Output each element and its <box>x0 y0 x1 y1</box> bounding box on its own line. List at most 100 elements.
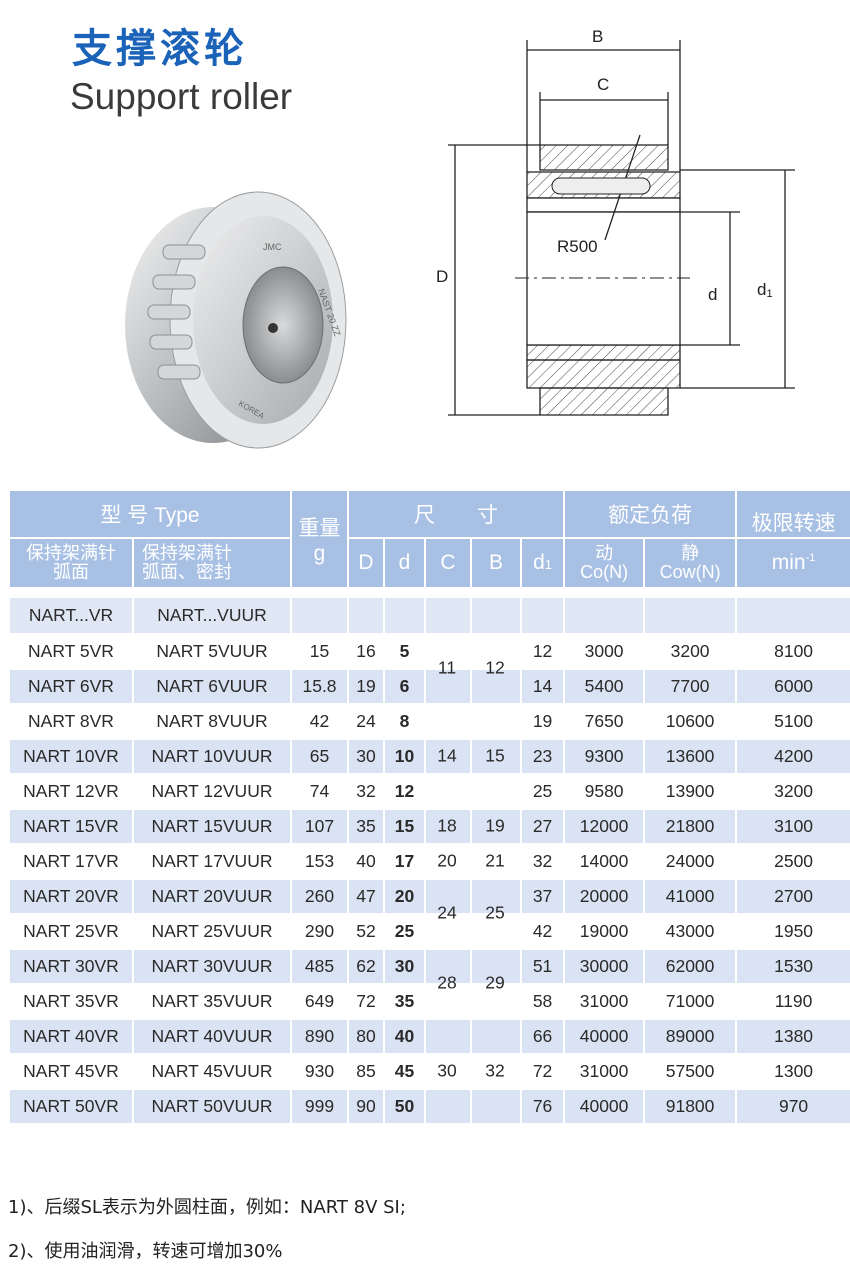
cell-cow: 10600 <box>643 703 738 740</box>
page-title-en: Support roller <box>70 76 293 117</box>
cell-d: 30 <box>383 948 427 985</box>
cell-C <box>424 773 473 810</box>
cell-co: 9300 <box>563 738 646 775</box>
cell-b: NART 6VUUR <box>131 668 293 705</box>
header-type-a: 保持架满针 弧面 <box>8 537 134 589</box>
cell-d1: 12 <box>520 633 566 670</box>
cell-cow: 13600 <box>643 738 738 775</box>
cell-w: 260 <box>290 878 350 915</box>
spec-table: 型 号 Type 重量 g 尺 寸 额定负荷 极限转速 保持架满针 弧面 保持架满针… <box>7 489 850 1125</box>
table-row: NART 40VR NART 40VUUR 890 80 40 66 40000 89000 1… <box>8 1018 850 1055</box>
cell-a: NART 8VR <box>8 703 134 740</box>
cell-co: 7650 <box>563 703 646 740</box>
cell-cow: 3200 <box>643 633 738 670</box>
cell-n: 2700 <box>735 878 850 915</box>
cell-b: NART 5VUUR <box>131 633 293 670</box>
label-d: d <box>708 285 717 304</box>
merged-cell-C: 20 <box>437 850 457 870</box>
table-row: NART 15VR NART 15VUUR 107 35 15 27 12000 21800 3… <box>8 808 850 845</box>
cell-a: NART 40VR <box>8 1018 134 1055</box>
header-d: d <box>383 537 427 589</box>
label-d1: d1 <box>757 280 773 300</box>
cell-B <box>470 983 523 1020</box>
cell-cow: 62000 <box>643 948 738 985</box>
cell-C <box>424 913 473 950</box>
cell-B <box>470 913 523 950</box>
cell-d: 12 <box>383 773 427 810</box>
header-B: B <box>470 537 523 589</box>
merged-cell-C: 30 <box>437 1060 457 1080</box>
cell-a: NART 45VR <box>8 1053 134 1090</box>
table-row: NART 30VR NART 30VUUR 485 62 30 51 30000 62000 1… <box>8 948 850 985</box>
cell-co: 12000 <box>563 808 646 845</box>
cell-cow: 41000 <box>643 878 738 915</box>
cell-D: 80 <box>347 1018 386 1055</box>
cell-cow: 57500 <box>643 1053 738 1090</box>
merged-cell-B: 12 <box>485 657 505 678</box>
cell-C <box>424 878 473 915</box>
cell-C <box>424 633 473 670</box>
dimension-drawing: B C D d d1 R500 <box>436 27 795 416</box>
cell-n: 1190 <box>735 983 850 1020</box>
header-type-b: 保持架满针 弧面、密封 <box>131 537 293 589</box>
cell-B <box>470 738 523 775</box>
cell-a: NART 12VR <box>8 773 134 810</box>
cell-co: 31000 <box>563 983 646 1020</box>
cell-C <box>424 948 473 985</box>
cell-d1: 76 <box>520 1088 566 1125</box>
cell-D: 24 <box>347 703 386 740</box>
cell-d1: 27 <box>520 808 566 845</box>
cell-C <box>424 983 473 1020</box>
cell-w: 42 <box>290 703 350 740</box>
header-load: 额定负荷 <box>563 489 738 539</box>
table-row: NART 10VR NART 10VUUR 65 30 10 23 9300 13600 420… <box>8 738 850 775</box>
table-row: NART 6VR NART 6VUUR 15.8 19 6 14 5400 7700 6000 <box>8 668 850 705</box>
cell-B <box>470 1018 523 1055</box>
header-weight: 重量 g <box>290 489 350 589</box>
cell-b: NART 15VUUR <box>131 808 293 845</box>
header-speed: 极限转速 <box>735 489 850 539</box>
cell-C <box>424 668 473 705</box>
cell-d: 45 <box>383 1053 427 1090</box>
cell-co: 3000 <box>563 633 646 670</box>
header-dimensions: 尺 寸 <box>347 489 566 539</box>
header-dynamic-load: 动 Co(N) <box>563 537 646 589</box>
cell-co: 14000 <box>563 843 646 880</box>
cell-D: 62 <box>347 948 386 985</box>
cell-d: 15 <box>383 808 427 845</box>
cell-w: 485 <box>290 948 350 985</box>
cell-d1: 32 <box>520 843 566 880</box>
header-d1: d1 <box>520 537 566 589</box>
cell-cow: 7700 <box>643 668 738 705</box>
cell-n: 5100 <box>735 703 850 740</box>
cell-d1: 51 <box>520 948 566 985</box>
merged-cell-C: 24 <box>437 902 457 923</box>
cell-B <box>470 808 523 845</box>
table-row: NART 25VR NART 25VUUR 290 52 25 42 19000 43000 1… <box>8 913 850 950</box>
cell-d: 17 <box>383 843 427 880</box>
cell-C <box>424 1053 473 1090</box>
series-b: NART...VUUR <box>131 596 293 635</box>
cell-co: 40000 <box>563 1088 646 1125</box>
header-type: 型 号 Type <box>7 489 293 539</box>
series-a: NART...VR <box>8 596 134 635</box>
cell-C <box>424 1088 473 1125</box>
cell-n: 970 <box>735 1088 850 1125</box>
cell-D: 32 <box>347 773 386 810</box>
cell-n: 6000 <box>735 668 850 705</box>
page-title-cn: 支撑滚轮 <box>72 26 248 72</box>
cell-b: NART 20VUUR <box>131 878 293 915</box>
cell-d1: 72 <box>520 1053 566 1090</box>
cell-b: NART 25VUUR <box>131 913 293 950</box>
cell-n: 1300 <box>735 1053 850 1090</box>
table-row: NART 35VR NART 35VUUR 649 72 35 58 31000 71000 1… <box>8 983 850 1020</box>
cell-n: 3200 <box>735 773 850 810</box>
cell-B <box>470 1053 523 1090</box>
cell-D: 30 <box>347 738 386 775</box>
merged-cell-C: 14 <box>437 745 457 765</box>
cell-d1: 42 <box>520 913 566 950</box>
note-2: 2)、使用油润滑，转速可增加30% <box>8 1241 283 1262</box>
cell-d1: 66 <box>520 1018 566 1055</box>
cell-w: 65 <box>290 738 350 775</box>
cell-d1: 19 <box>520 703 566 740</box>
